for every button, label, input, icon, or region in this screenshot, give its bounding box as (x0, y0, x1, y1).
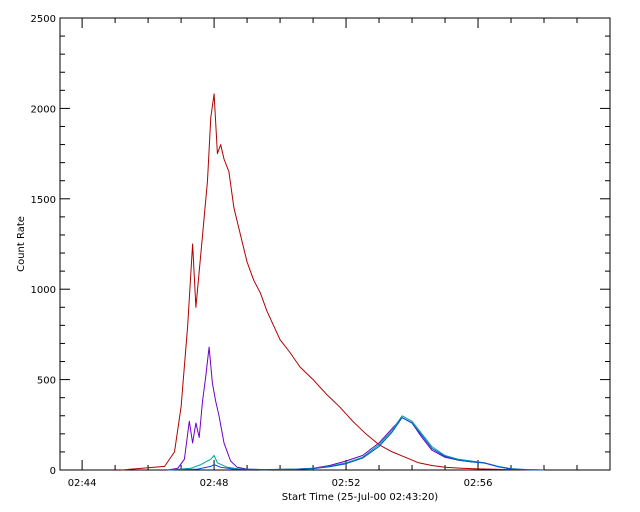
series-group (121, 93, 545, 471)
series-line-2 (167, 415, 545, 471)
x-tick-label: 02:52 (332, 478, 361, 489)
x-tick-label: 02:48 (200, 478, 229, 489)
y-tick-label: 2500 (31, 14, 56, 25)
axis-ticks (60, 17, 611, 471)
y-tick-label: 2000 (31, 104, 56, 115)
y-tick-label: 0 (50, 466, 56, 477)
x-tick-label: 02:44 (68, 478, 97, 489)
y-axis-label: Count Rate (16, 216, 27, 272)
y-tick-label: 1000 (31, 285, 56, 296)
series-line-0 (121, 93, 545, 471)
series-line-1 (167, 346, 528, 471)
x-axis-label: Start Time (25-Jul-00 02:43:20) (282, 492, 439, 503)
plot-frame (59, 17, 611, 471)
x-tick-label: 02:56 (464, 478, 493, 489)
series-line-3 (167, 417, 545, 471)
tick-labels: 02:44 02:48 02:52 02:56 0 500 1000 1500 2000 2500 (31, 14, 493, 489)
y-tick-label: 500 (37, 376, 56, 387)
y-tick-label: 1500 (31, 195, 56, 206)
